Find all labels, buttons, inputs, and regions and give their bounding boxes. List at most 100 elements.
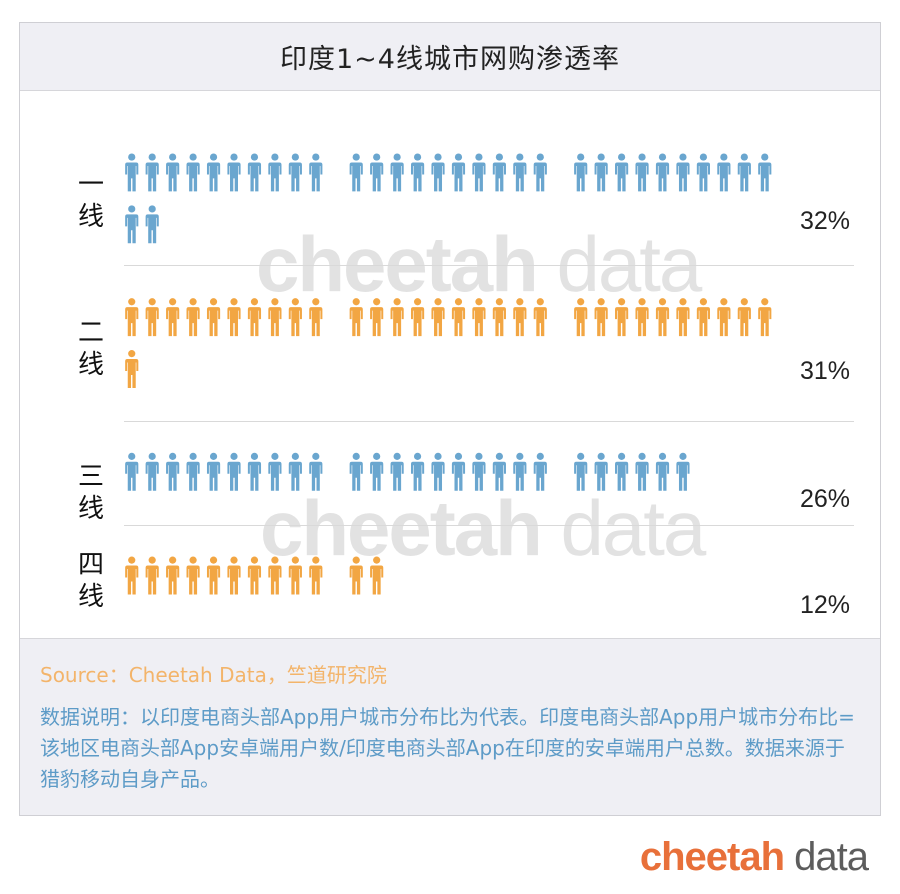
person-icon: [166, 298, 180, 337]
person-icon: [247, 452, 262, 491]
person-icon: [125, 298, 139, 337]
person-icon: [166, 452, 180, 491]
person-icon: [268, 298, 282, 337]
person-icon: [410, 153, 425, 192]
person-icon: [737, 153, 751, 192]
person-icon: [390, 298, 404, 337]
person-icon: [206, 556, 221, 595]
person-icon: [451, 452, 466, 491]
person-icon: [431, 452, 445, 491]
watermark-strong: cheetah: [260, 484, 543, 572]
person-icon: [513, 452, 527, 491]
person-icon: [349, 556, 363, 595]
person-icon: [655, 452, 670, 491]
person-icon: [227, 556, 241, 595]
pictogram-chart: [125, 153, 772, 595]
watermark-light: data: [540, 484, 706, 572]
row-label-tier2: 二线: [77, 318, 104, 380]
person-icon: [737, 298, 751, 337]
person-icon: [268, 556, 282, 595]
person-icon: [472, 452, 486, 491]
person-icon: [758, 298, 772, 337]
person-icon: [268, 452, 282, 491]
person-icon: [410, 452, 425, 491]
person-icon: [758, 153, 772, 192]
card-header: 印度1~4线城市网购渗透率: [20, 23, 880, 91]
brand-logo: cheetah data: [639, 835, 869, 880]
person-icon: [206, 153, 221, 192]
person-icon: [594, 298, 608, 337]
person-icon: [451, 153, 466, 192]
person-icon: [472, 153, 486, 192]
person-icon: [125, 452, 139, 491]
person-icon: [125, 153, 139, 192]
person-icon: [492, 452, 506, 491]
person-icon: [533, 452, 547, 491]
person-icon: [615, 153, 629, 192]
person-icon: [492, 298, 506, 337]
person-icon: [309, 452, 323, 491]
person-icon: [451, 298, 466, 337]
person-icon: [717, 298, 731, 337]
watermark-top: cheetah data: [256, 219, 702, 310]
person-icon: [370, 452, 384, 491]
person-icon: [655, 153, 670, 192]
person-icon: [513, 153, 527, 192]
person-icon: [145, 452, 159, 491]
person-icon: [145, 556, 159, 595]
person-icon: [635, 153, 649, 192]
person-icon: [370, 556, 384, 595]
person-icon: [288, 153, 302, 192]
person-icon: [615, 298, 629, 337]
card-footer: Source：Cheetah Data，竺道研究院 数据说明：以印度电商头部Ap…: [20, 638, 880, 815]
person-icon: [574, 298, 588, 337]
watermark-strong: cheetah: [256, 220, 539, 308]
brand-strong: cheetah: [639, 835, 785, 879]
person-icon: [186, 556, 200, 595]
chart-title: 印度1~4线城市网购渗透率: [280, 44, 620, 75]
person-icon: [125, 205, 139, 244]
person-icon: [349, 298, 363, 337]
row-value-tier1: 32%: [799, 207, 850, 235]
watermark-light: data: [536, 220, 702, 308]
person-icon: [370, 298, 384, 337]
person-icon: [206, 298, 221, 337]
person-icon: [145, 205, 159, 244]
person-icon: [288, 452, 302, 491]
person-icon: [125, 556, 139, 595]
person-icon: [145, 153, 159, 192]
person-icon: [615, 452, 629, 491]
chart-area: cheetah data cheetah data 一线 32% 二线 31% …: [20, 91, 880, 638]
person-icon: [492, 153, 506, 192]
person-icon: [309, 153, 323, 192]
person-icon: [227, 452, 241, 491]
row-label-tier1: 一线: [77, 170, 104, 232]
person-icon: [186, 298, 200, 337]
person-icon: [676, 153, 690, 192]
person-icon: [247, 298, 262, 337]
row-value-tier3: 26%: [799, 485, 850, 513]
person-icon: [410, 298, 425, 337]
person-icon: [635, 452, 649, 491]
person-icon: [635, 298, 649, 337]
person-icon: [166, 556, 180, 595]
person-icon: [513, 298, 527, 337]
person-icon: [370, 153, 384, 192]
row-label-tier4: 四线: [77, 550, 104, 612]
data-note: 数据说明：以印度电商头部App用户城市分布比为代表。印度电商头部App用户城市分…: [40, 705, 855, 791]
row-divider: [124, 421, 854, 422]
person-icon: [227, 153, 241, 192]
row-value-tier4: 12%: [799, 591, 850, 619]
person-icon: [247, 153, 262, 192]
person-icon: [655, 298, 670, 337]
person-icon: [594, 452, 608, 491]
person-icon: [390, 452, 404, 491]
row-value-tier2: 31%: [799, 357, 850, 385]
person-icon: [533, 298, 547, 337]
source-line: Source：Cheetah Data，竺道研究院: [40, 663, 387, 687]
person-icon: [288, 298, 302, 337]
person-icon: [186, 452, 200, 491]
infographic-card: 印度1~4线城市网购渗透率 cheetah data cheetah data …: [19, 22, 881, 816]
row-divider: [124, 525, 854, 526]
person-icon: [186, 153, 200, 192]
